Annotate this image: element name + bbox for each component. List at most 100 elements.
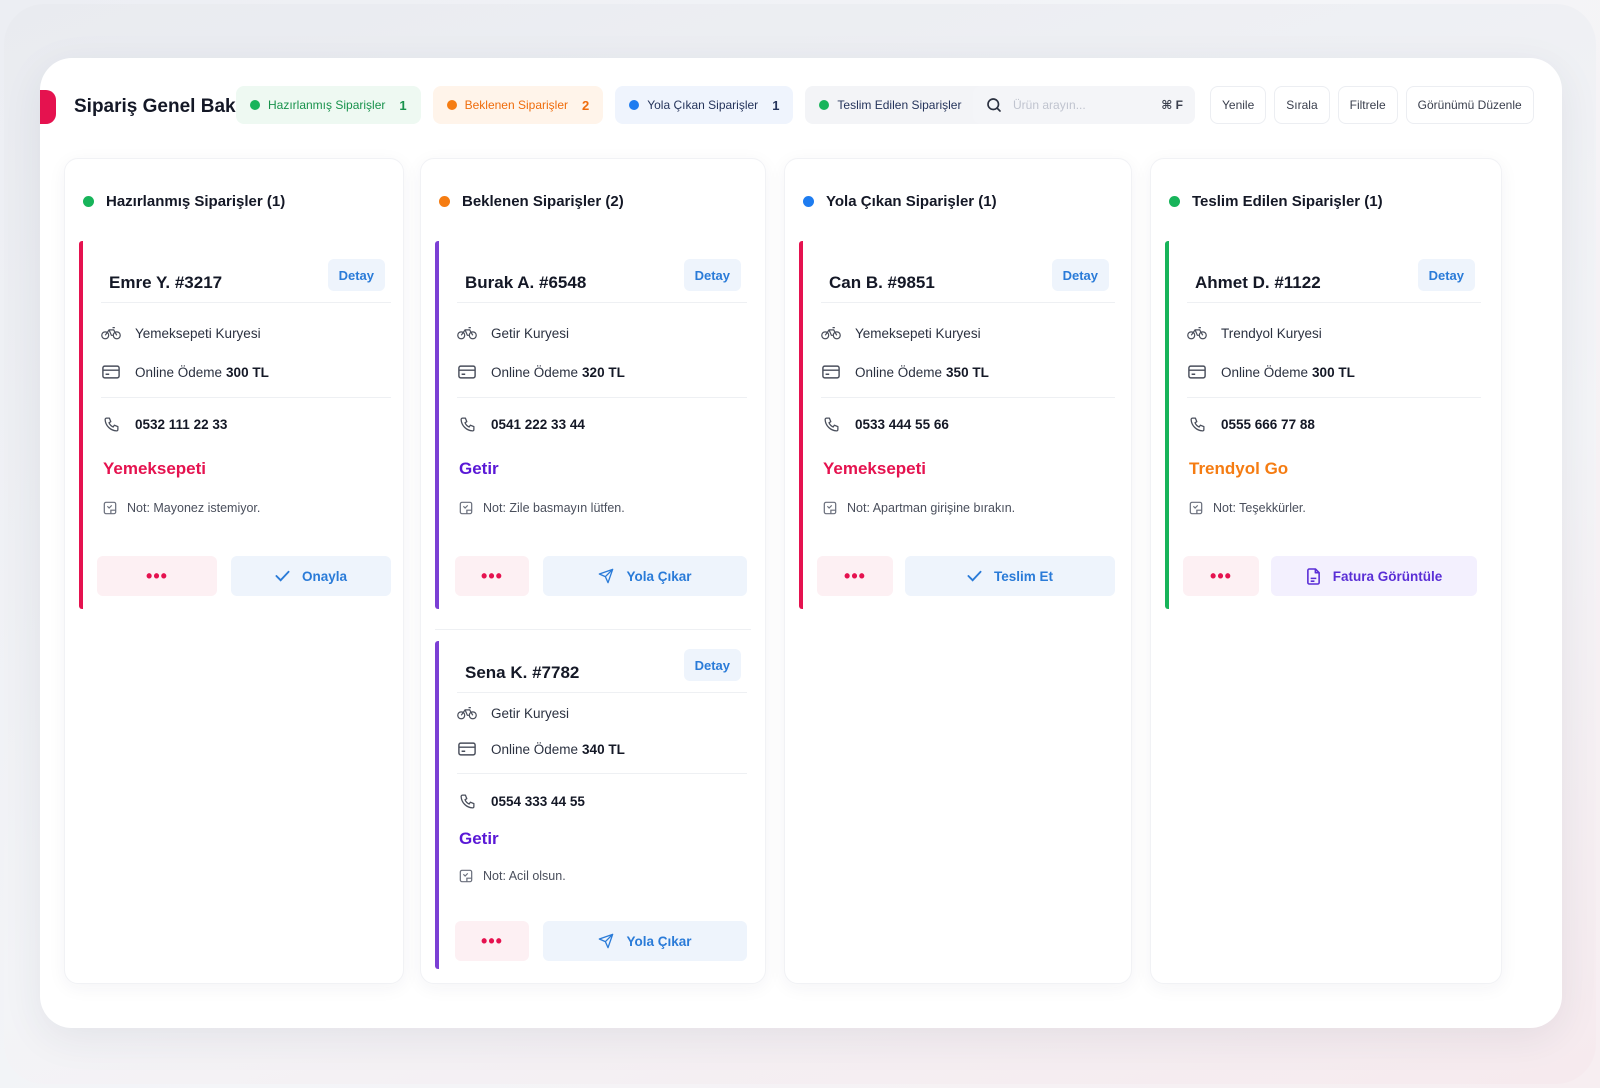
payment-row: Online Ödeme 300 TL bbox=[1187, 362, 1355, 382]
detail-button[interactable]: Detay bbox=[1417, 259, 1475, 291]
detail-button[interactable]: Detay bbox=[327, 259, 385, 291]
phone-number[interactable]: 0533 444 55 66 bbox=[855, 416, 949, 432]
action-label: Onayla bbox=[301, 568, 348, 584]
divider bbox=[101, 397, 391, 398]
view-invoice-button[interactable]: Fatura Görüntüle bbox=[1271, 556, 1477, 596]
check-icon bbox=[967, 570, 982, 582]
divider bbox=[457, 773, 747, 774]
bicycle-icon bbox=[1187, 323, 1207, 343]
phone-icon bbox=[457, 414, 477, 434]
phone-icon bbox=[457, 791, 477, 811]
edit-view-button[interactable]: Görünümü Düzenle bbox=[1405, 86, 1534, 124]
phone-number[interactable]: 0541 222 33 44 bbox=[491, 416, 585, 432]
order-name: Sena K. #7782 bbox=[465, 663, 580, 682]
payment-amount: 300 TL bbox=[1312, 364, 1355, 380]
send-icon bbox=[599, 933, 614, 949]
note-text: Not: Acil olsun. bbox=[483, 869, 566, 883]
card-header: Ahmet D. #1122 Detay bbox=[1187, 259, 1481, 303]
detail-button[interactable]: Detay bbox=[1051, 259, 1109, 291]
more-options-button[interactable]: ••• bbox=[97, 556, 217, 596]
note-icon bbox=[459, 869, 473, 883]
more-options-button[interactable]: ••• bbox=[817, 556, 893, 596]
payment-amount: 300 TL bbox=[226, 364, 269, 380]
phone-row: 0533 444 55 66 bbox=[821, 414, 949, 434]
bicycle-icon bbox=[821, 323, 841, 343]
divider bbox=[821, 397, 1115, 398]
deliver-button[interactable]: Teslim Et bbox=[905, 556, 1115, 596]
phone-row: 0555 666 77 88 bbox=[1187, 414, 1315, 434]
phone-number[interactable]: 0554 333 44 55 bbox=[491, 793, 585, 809]
credit-card-icon bbox=[457, 362, 477, 382]
order-card: Sena K. #7782 Detay Getir Kuryesi Online… bbox=[435, 641, 747, 969]
column-title: Beklenen Siparişler (2) bbox=[439, 193, 624, 210]
column-title: Yola Çıkan Siparişler (1) bbox=[803, 193, 997, 210]
note-row: Not: Teşekkürler. bbox=[1189, 501, 1306, 515]
dispatch-button[interactable]: Yola Çıkar bbox=[543, 921, 747, 961]
header: Sipariş Genel Bakış Hazırlanmış Siparişl… bbox=[40, 86, 1562, 134]
note-text: Not: Teşekkürler. bbox=[1213, 501, 1306, 515]
phone-row: 0532 111 22 33 bbox=[101, 414, 227, 434]
chip-count: 2 bbox=[582, 97, 590, 113]
phone-number[interactable]: 0532 111 22 33 bbox=[135, 416, 228, 432]
page-title: Sipariş Genel Bakış bbox=[74, 96, 252, 117]
phone-number[interactable]: 0555 666 77 88 bbox=[1221, 416, 1315, 432]
sort-button[interactable]: Sırala bbox=[1274, 86, 1330, 124]
search-icon bbox=[987, 98, 1001, 112]
bicycle-icon bbox=[101, 323, 121, 343]
order-card: Can B. #9851 Detay Yemeksepeti Kuryesi O… bbox=[799, 241, 1115, 609]
credit-card-icon bbox=[1187, 362, 1207, 382]
courier-text: Getir Kuryesi bbox=[491, 325, 570, 341]
detail-button[interactable]: Detay bbox=[683, 259, 741, 291]
status-dot bbox=[439, 196, 450, 207]
courier-text: Yemeksepeti Kuryesi bbox=[855, 325, 981, 341]
divider bbox=[457, 397, 747, 398]
note-text: Not: Apartman girişine bırakın. bbox=[847, 501, 1016, 515]
status-dot bbox=[1169, 196, 1180, 207]
status-dot bbox=[803, 196, 814, 207]
refresh-button[interactable]: Yenile bbox=[1210, 86, 1267, 124]
payment-row: Online Ödeme 300 TL bbox=[101, 362, 269, 382]
chip-count: 1 bbox=[399, 97, 407, 113]
note-icon bbox=[823, 501, 837, 515]
status-dot bbox=[83, 196, 94, 207]
status-dot bbox=[819, 100, 830, 110]
dispatch-button[interactable]: Yola Çıkar bbox=[543, 556, 747, 596]
note-row: Not: Apartman girişine bırakın. bbox=[823, 501, 1015, 515]
action-label: Teslim Et bbox=[993, 568, 1054, 584]
note-row: Not: Acil olsun. bbox=[459, 869, 566, 883]
chip-on-the-way[interactable]: Yola Çıkan Siparişler 1 bbox=[615, 86, 794, 124]
order-card: Ahmet D. #1122 Detay Trendyol Kuryesi On… bbox=[1165, 241, 1481, 609]
order-name: Burak A. #6548 bbox=[465, 273, 587, 292]
courier-text: Yemeksepeti Kuryesi bbox=[135, 325, 261, 341]
payment-amount: 340 TL bbox=[582, 741, 625, 757]
credit-card-icon bbox=[457, 739, 477, 759]
search-box: ⌘ F bbox=[973, 86, 1195, 124]
note-icon bbox=[103, 501, 117, 515]
more-options-button[interactable]: ••• bbox=[455, 921, 529, 961]
courier-row: Trendyol Kuryesi bbox=[1187, 323, 1322, 343]
more-options-button[interactable]: ••• bbox=[1183, 556, 1259, 596]
phone-row: 0554 333 44 55 bbox=[457, 791, 585, 811]
column-prepared: Hazırlanmış Siparişler (1) Emre Y. #3217… bbox=[64, 158, 404, 984]
payment-row: Online Ödeme 320 TL bbox=[457, 362, 625, 382]
courier-text: Getir Kuryesi bbox=[491, 705, 570, 721]
chip-label: Teslim Edilen Siparişler bbox=[837, 98, 962, 112]
order-name: Can B. #9851 bbox=[829, 273, 935, 292]
approve-button[interactable]: Onayla bbox=[231, 556, 391, 596]
divider bbox=[1187, 397, 1481, 398]
more-options-button[interactable]: ••• bbox=[455, 556, 529, 596]
detail-button[interactable]: Detay bbox=[683, 649, 741, 681]
search-input[interactable] bbox=[1013, 98, 1143, 112]
courier-row: Yemeksepeti Kuryesi bbox=[821, 323, 981, 343]
filter-button[interactable]: Filtrele bbox=[1337, 86, 1398, 124]
phone-row: 0541 222 33 44 bbox=[457, 414, 585, 434]
payment-label: Online Ödeme bbox=[491, 741, 579, 757]
chip-prepared[interactable]: Hazırlanmış Siparişler 1 bbox=[236, 86, 421, 124]
chip-delivered[interactable]: Teslim Edilen Siparişler 1 bbox=[805, 86, 997, 124]
platform-name: Yemeksepeti bbox=[823, 459, 927, 478]
action-label: Yola Çıkar bbox=[626, 568, 692, 584]
courier-text: Trendyol Kuryesi bbox=[1221, 325, 1322, 341]
column-on-the-way: Yola Çıkan Siparişler (1) Can B. #9851 D… bbox=[784, 158, 1132, 984]
chip-pending[interactable]: Beklenen Siparişler 2 bbox=[432, 86, 604, 124]
send-icon bbox=[599, 568, 614, 584]
